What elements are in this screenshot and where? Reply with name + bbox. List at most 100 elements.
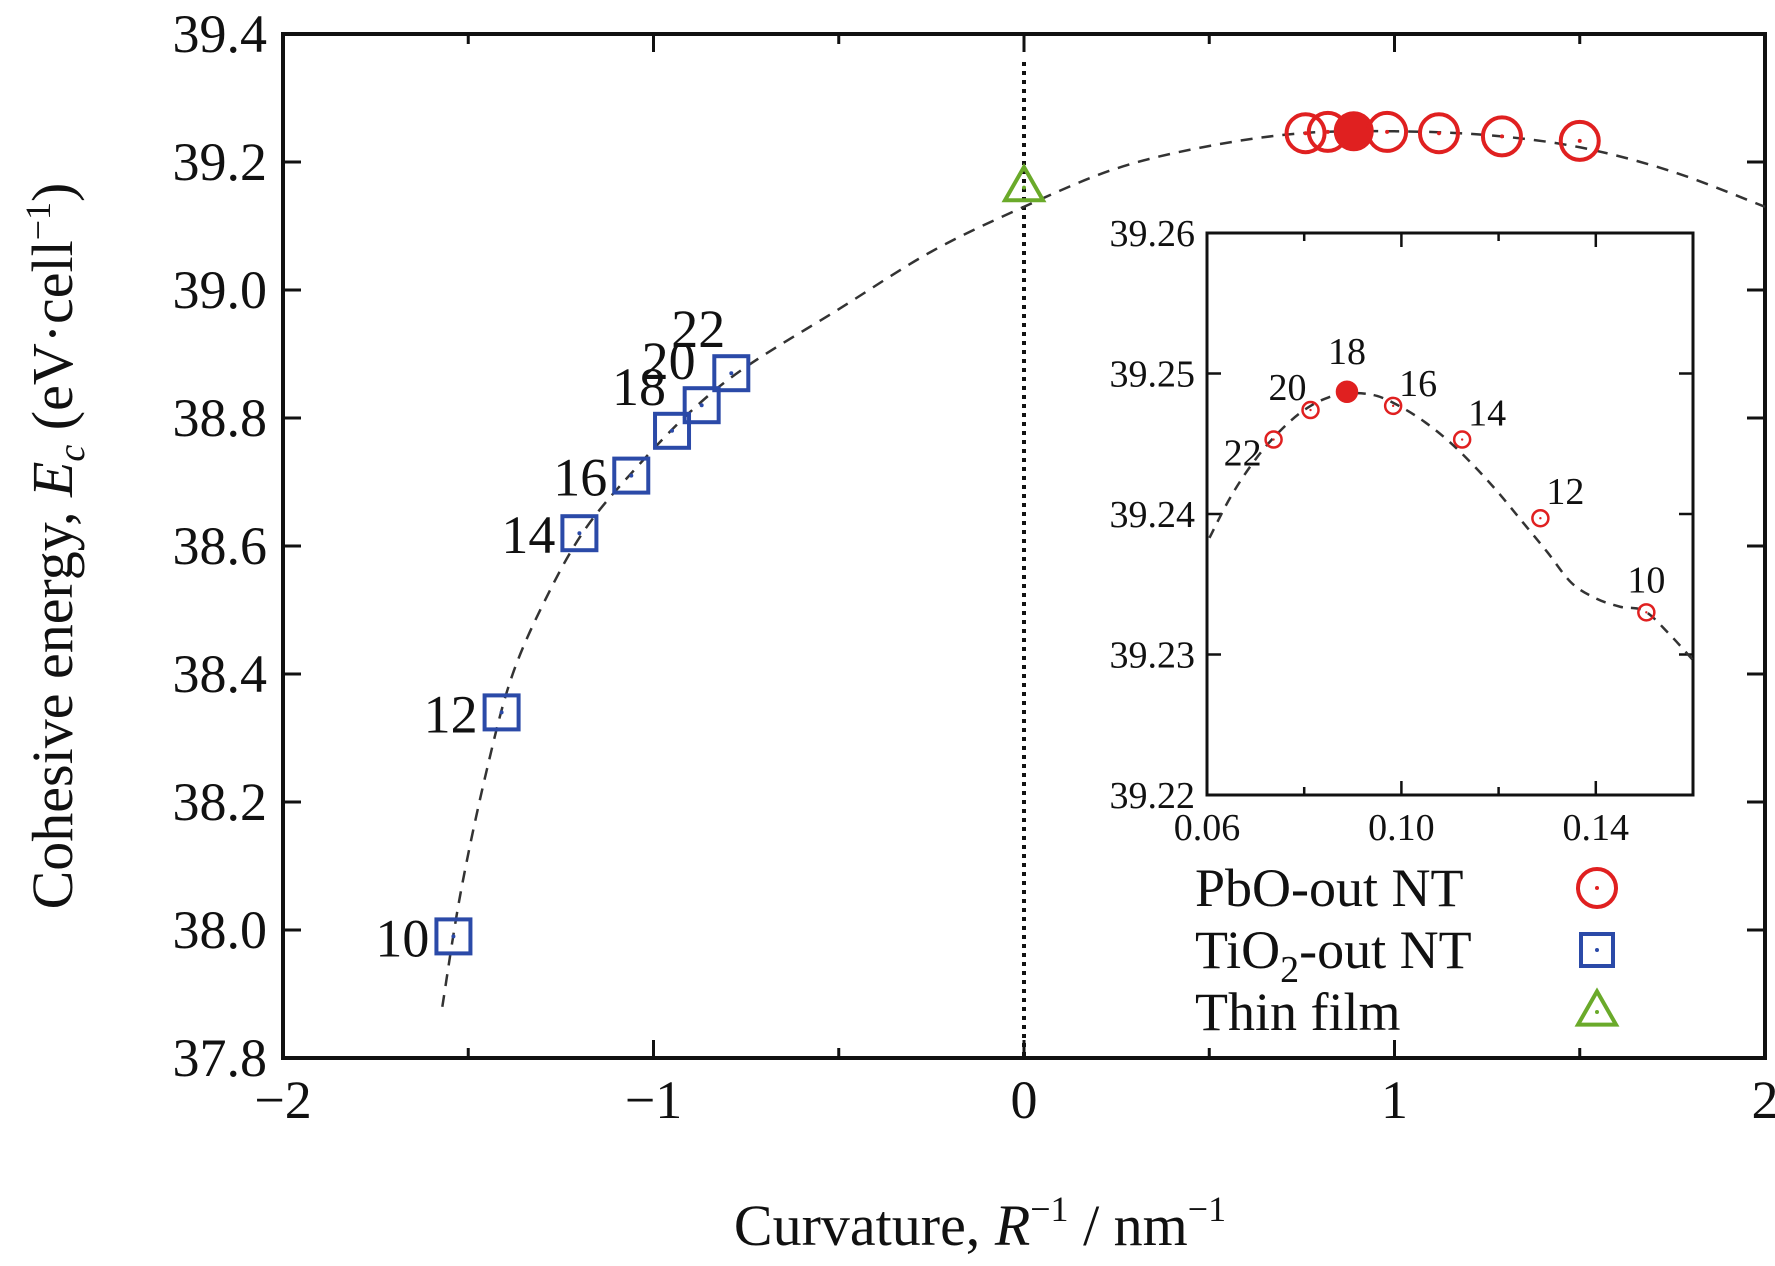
- y-axis-title-unit-sup: −1: [18, 202, 58, 240]
- x-tick-label: 1: [1381, 1070, 1408, 1130]
- inset-point-label: 18: [1328, 331, 1366, 373]
- legend-label-part: TiO: [1195, 920, 1280, 980]
- inset-pbo-out-nt-point: [1452, 430, 1472, 449]
- point-label: 18: [612, 357, 666, 417]
- pbo-out-nt-point: [1333, 111, 1374, 152]
- pbo-out-nt-point-center-dot: [1499, 134, 1504, 139]
- tio2-out-nt-point: [712, 354, 751, 393]
- pbo-out-nt-point: [1417, 112, 1460, 155]
- pbo-out-nt-point: [1480, 115, 1523, 158]
- y-tick-label: 39.4: [173, 4, 268, 64]
- tio2-out-nt-point-center-dot: [629, 473, 634, 478]
- pbo-out-nt-point-center-dot: [1385, 129, 1390, 134]
- thin-film-point: [1001, 162, 1047, 203]
- y-tick-label: 38.0: [173, 900, 268, 960]
- tio2-out-nt-point: [653, 411, 692, 450]
- tio2-out-nt-point: [612, 456, 651, 495]
- inset-pbo-out-nt-point-center-dot: [1460, 438, 1464, 441]
- y-axis-title-subscript: c: [51, 445, 93, 462]
- legend-circle-icon-center-dot: [1595, 886, 1599, 890]
- inset-x-tick-label: 0.10: [1368, 807, 1435, 849]
- inset-pbo-out-nt-point: [1264, 430, 1283, 449]
- inset-tick-labels: 0.06 0.10 0.14 39.22 39.23 39.24 39.25 39.26: [1110, 213, 1630, 849]
- y-tick-label: 38.6: [173, 516, 268, 576]
- point-label: 14: [501, 505, 555, 565]
- tio2-out-nt-point-center-dot: [729, 371, 734, 376]
- inset-y-tick-label: 39.26: [1110, 213, 1196, 255]
- inset-pbo-out-nt-point: [1383, 396, 1403, 416]
- point-label: 20: [642, 331, 696, 391]
- x-axis-title-unit-sup: −1: [1188, 1189, 1226, 1229]
- inset-point-label: 16: [1399, 363, 1437, 405]
- x-tick-label: −2: [254, 1070, 311, 1130]
- inset-plot: 0.06 0.10 0.14 39.22 39.23 39.24 39.25 39.26 22…: [1110, 213, 1695, 849]
- inset-pbo-out-nt-point: [1335, 380, 1359, 404]
- legend-label-part: -out NT: [1299, 920, 1471, 980]
- inset-point-label: 20: [1269, 367, 1307, 409]
- point-label: 22: [671, 299, 725, 359]
- legend-entry-tio2-out-nt: TiO2-out NT: [1195, 920, 1615, 991]
- tio2-out-nt-point-center-dot: [499, 710, 504, 715]
- pbo-out-nt-point-center-dot: [1325, 129, 1330, 134]
- inset-pbo-out-nt-point-center-dot: [1309, 408, 1312, 412]
- inset-pbo-out-nt-point: [1301, 400, 1320, 420]
- main-data-points: [434, 110, 1601, 956]
- inset-point-label: 12: [1546, 471, 1584, 513]
- legend-circle-icon: [1576, 867, 1618, 909]
- inset-y-tick-label: 39.24: [1110, 494, 1196, 536]
- main-tick-marks: [281, 32, 1767, 1060]
- y-axis-title-unit-close: ): [20, 183, 85, 202]
- y-tick-label: 39.2: [173, 132, 268, 192]
- inset-data-points: [1264, 380, 1656, 622]
- inset-pbo-out-nt-point-center-dot: [1645, 611, 1648, 614]
- thin-film-point-center-dot: [1022, 185, 1026, 190]
- legend-label: Thin film: [1195, 982, 1400, 1042]
- pbo-out-nt-point-center-dot: [1436, 131, 1441, 136]
- inset-x-tick-label: 0.14: [1563, 807, 1630, 849]
- y-axis-title-symbol: E: [20, 462, 85, 498]
- x-axis-title-prefix: Curvature,: [734, 1193, 995, 1258]
- pbo-out-nt-point-center-dot: [1303, 131, 1308, 136]
- tio2-out-nt-point: [482, 693, 521, 732]
- inset-pbo-out-nt-point: [1637, 603, 1656, 622]
- inset-plot-frame: [1205, 231, 1695, 797]
- tio2-out-nt-point-center-dot: [670, 428, 675, 433]
- legend-label-subscript: 2: [1280, 949, 1299, 991]
- y-tick-label: 38.2: [173, 772, 268, 832]
- x-axis-title-symbol: R: [994, 1193, 1030, 1258]
- main-plot: −2 −1 0 1 237.838.038.238.438.638.839.039.23…: [173, 4, 1775, 1130]
- inset-y-tick-label: 39.22: [1110, 775, 1196, 817]
- point-label: 10: [375, 908, 429, 968]
- main-fit-curve: [441, 129, 1766, 1007]
- point-label: 16: [553, 448, 607, 508]
- tio2-out-nt-point-center-dot: [577, 531, 582, 536]
- inset-y-tick-label: 39.25: [1110, 354, 1196, 396]
- tio2-out-nt-point-center-dot: [451, 934, 456, 939]
- point-label: 12: [424, 684, 478, 744]
- inset-pbo-out-nt-point: [1531, 508, 1550, 528]
- y-axis-title-unit-open: (eV·cell: [20, 240, 85, 444]
- inset-fit-curve: [1208, 391, 1694, 661]
- x-axis-title-unit: / nm: [1069, 1193, 1188, 1258]
- main-tick-labels: −2 −1 0 1 237.838.038.238.438.638.839.039.23…: [173, 4, 1775, 1130]
- y-axis-title-prefix: Cohesive energy,: [20, 497, 85, 909]
- inset-tick-marks: [1205, 231, 1693, 797]
- inset-x-tick-label: 0.06: [1174, 807, 1241, 849]
- tio2-out-nt-point: [560, 514, 599, 553]
- legend-entry-pbo-out-nt: PbO-out NT: [1195, 858, 1618, 918]
- tio2-out-nt-point: [682, 386, 721, 425]
- legend-triangle-icon: [1574, 987, 1620, 1027]
- inset-point-label: 22: [1224, 433, 1262, 475]
- x-tick-label: 0: [1011, 1070, 1038, 1130]
- y-tick-label: 38.4: [173, 644, 268, 704]
- legend-square-icon: [1579, 932, 1615, 968]
- tio2-out-nt-point-center-dot: [699, 403, 704, 408]
- inset-pbo-out-nt-point-center-dot: [1539, 517, 1542, 520]
- legend-label: PbO-out NT: [1195, 858, 1464, 918]
- legend-entry-thin-film: Thin film: [1195, 982, 1620, 1042]
- y-tick-label: 37.8: [173, 1028, 268, 1088]
- tio2-out-nt-point: [434, 917, 473, 956]
